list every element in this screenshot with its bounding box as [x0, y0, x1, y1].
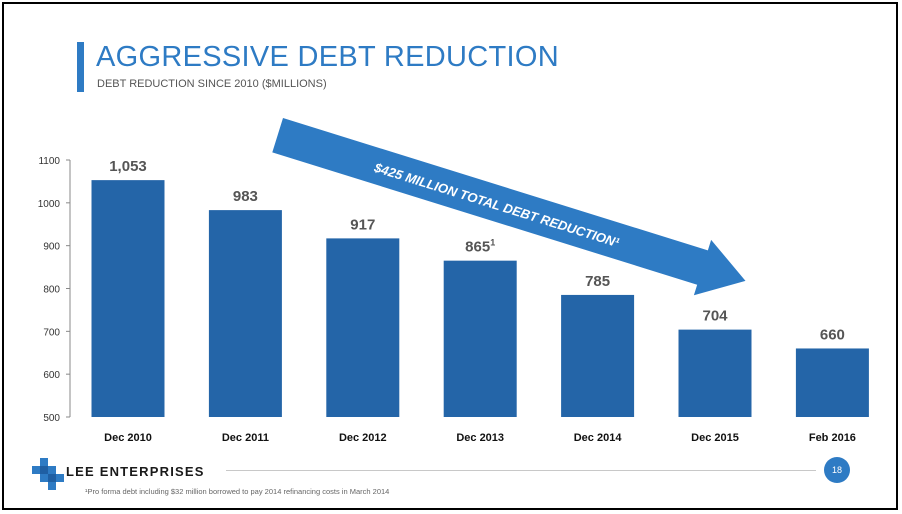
data-labels: 1,053 983 917 8651 785 704 660 [109, 158, 845, 343]
bar [326, 238, 400, 417]
footnote: ¹Pro forma debt including $32 million bo… [85, 487, 390, 496]
y-tick-label: 1100 [38, 156, 60, 167]
y-tick-label: 700 [43, 327, 60, 338]
data-label: 983 [233, 188, 258, 205]
bar [795, 348, 869, 417]
y-tick-label: 600 [43, 370, 60, 381]
page-number-badge: 18 [824, 457, 850, 483]
footer-divider [226, 470, 816, 471]
category-label: Dec 2012 [339, 432, 387, 444]
category-label: Dec 2013 [456, 432, 504, 444]
company-name: LEE ENTERPRISES [66, 464, 205, 479]
y-tick-label: 800 [43, 285, 60, 296]
data-label: 1,053 [109, 158, 147, 175]
bar [443, 260, 517, 417]
bar [561, 294, 635, 417]
y-tick-label: 500 [43, 413, 60, 424]
arrow-annotation-text: $425 MILLION TOTAL DEBT REDUCTION¹ [372, 160, 622, 251]
lee-enterprises-logo-icon [32, 458, 64, 490]
category-label: Feb 2016 [809, 432, 856, 444]
data-label: 917 [350, 216, 375, 233]
category-label: Dec 2015 [691, 432, 739, 444]
arrow-shape [272, 118, 746, 296]
data-label: 660 [820, 326, 845, 343]
y-axis: 500 600 700 800 900 1000 1100 [38, 156, 71, 424]
bar [91, 180, 165, 417]
category-label: Dec 2014 [574, 432, 623, 444]
slide-subtitle: DEBT REDUCTION SINCE 2010 ($MILLIONS) [97, 78, 327, 90]
x-axis-labels: Dec 2010 Dec 2011 Dec 2012 Dec 2013 Dec 2014… [104, 432, 856, 444]
category-label: Dec 2010 [104, 432, 152, 444]
data-label: 8651 [465, 238, 495, 256]
bar [678, 329, 752, 417]
data-label-superscript: 1 [490, 238, 495, 248]
bar-series [91, 180, 869, 417]
category-label: Dec 2011 [222, 432, 269, 444]
data-label: 704 [702, 308, 728, 325]
y-tick-label: 900 [43, 242, 60, 253]
slide-title: AGGRESSIVE DEBT REDUCTION [96, 41, 559, 73]
y-tick-label: 1000 [38, 199, 61, 210]
title-accent-bar [77, 42, 84, 92]
data-label: 785 [585, 273, 610, 290]
bar [208, 210, 282, 417]
